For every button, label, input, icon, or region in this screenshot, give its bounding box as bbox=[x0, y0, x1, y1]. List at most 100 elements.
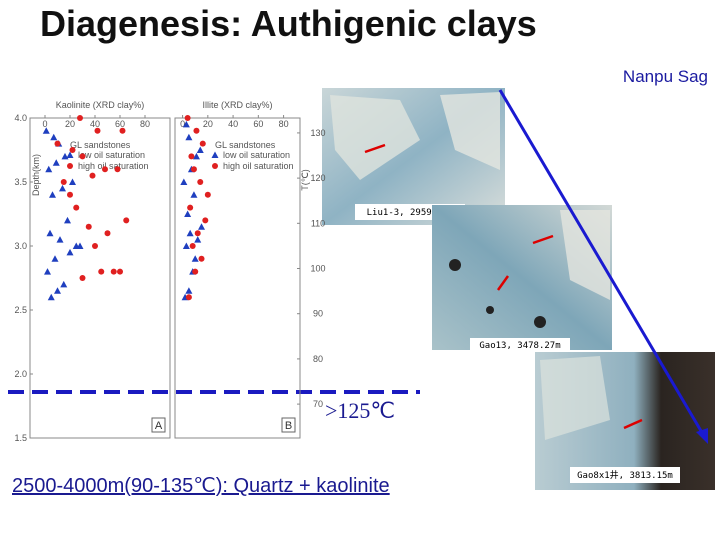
point bbox=[193, 127, 200, 134]
point bbox=[190, 191, 198, 198]
point bbox=[114, 166, 121, 173]
point bbox=[184, 115, 191, 121]
y-tick-label: 2.5 bbox=[14, 305, 27, 315]
y-tick-label: 4.0 bbox=[14, 113, 27, 123]
arrow-head bbox=[696, 428, 708, 444]
grain bbox=[440, 92, 500, 170]
point bbox=[76, 242, 84, 249]
legend-marker bbox=[211, 151, 219, 158]
point bbox=[77, 115, 83, 121]
legend-marker bbox=[67, 163, 73, 169]
point bbox=[47, 293, 55, 301]
legend-marker bbox=[212, 163, 218, 169]
point bbox=[198, 255, 205, 262]
point bbox=[182, 242, 190, 249]
point bbox=[89, 172, 96, 179]
grain bbox=[540, 356, 610, 440]
point bbox=[79, 275, 86, 281]
trend-arrow bbox=[498, 89, 706, 437]
x-tick-label: 20 bbox=[203, 119, 213, 129]
point bbox=[73, 204, 80, 211]
x-tick-label: 20 bbox=[65, 119, 75, 129]
point bbox=[192, 268, 199, 275]
y2-axis-label: T(℃) bbox=[300, 169, 310, 191]
red-arrow bbox=[623, 418, 643, 430]
y2-tick-label: 80 bbox=[313, 354, 323, 364]
point bbox=[194, 230, 201, 237]
point bbox=[85, 223, 92, 230]
panel-letter: B bbox=[285, 420, 292, 432]
legend-label: high oil saturation bbox=[223, 161, 294, 171]
point bbox=[191, 255, 199, 262]
panel-letter-box bbox=[281, 417, 296, 433]
point bbox=[92, 243, 98, 249]
panel-title: Kaolinite (XRD clay%) bbox=[56, 100, 145, 110]
x-tick-label: 80 bbox=[140, 119, 150, 129]
point bbox=[59, 184, 66, 192]
point bbox=[182, 120, 190, 128]
photo-label-bg bbox=[470, 338, 570, 352]
point bbox=[61, 152, 69, 160]
threshold-label: >125℃ bbox=[325, 398, 395, 423]
x-tick-label: 40 bbox=[228, 119, 238, 129]
x-tick-label: 40 bbox=[90, 119, 100, 129]
point bbox=[119, 127, 126, 134]
point bbox=[198, 223, 206, 230]
y-axis-label: Depth(km) bbox=[31, 154, 41, 196]
x-tick-label: 0 bbox=[180, 119, 185, 129]
legend-title: GL sandstones bbox=[70, 140, 131, 150]
point bbox=[42, 127, 50, 134]
red-arrow bbox=[532, 234, 554, 245]
caption: 2500-4000m(90-135℃): Quartz + kaolinite bbox=[12, 475, 390, 497]
point bbox=[54, 287, 61, 294]
panel-title: Illite (XRD clay%) bbox=[202, 100, 272, 110]
y-tick-label: 3.0 bbox=[14, 241, 27, 251]
point bbox=[202, 217, 209, 224]
point bbox=[45, 165, 53, 173]
point bbox=[51, 255, 59, 262]
point bbox=[50, 133, 58, 141]
point bbox=[52, 159, 60, 166]
point bbox=[190, 166, 197, 173]
x-tick-label: 60 bbox=[253, 119, 263, 129]
y2-tick-label: 130 bbox=[310, 128, 325, 138]
point bbox=[69, 147, 76, 153]
photo-label: Liu1-3, 2959.20m bbox=[367, 208, 454, 218]
point bbox=[60, 280, 68, 288]
point bbox=[104, 230, 111, 237]
point bbox=[123, 217, 130, 224]
location: Nanpu Sag bbox=[623, 67, 708, 86]
plot-frame bbox=[174, 117, 301, 439]
point bbox=[66, 248, 74, 256]
y-tick-label: 3.5 bbox=[14, 177, 27, 187]
point bbox=[117, 268, 123, 275]
point bbox=[185, 287, 193, 294]
y2-tick-label: 70 bbox=[313, 399, 323, 409]
photo-label: Gao13, 3478.27m bbox=[479, 341, 560, 351]
photo-label: Gao8x1井, 3813.15m bbox=[577, 469, 673, 481]
point bbox=[110, 268, 117, 275]
point bbox=[192, 152, 200, 160]
point bbox=[46, 229, 54, 237]
point bbox=[64, 216, 71, 224]
point bbox=[184, 210, 192, 217]
point bbox=[194, 236, 202, 243]
point bbox=[187, 204, 194, 211]
point bbox=[67, 191, 73, 198]
point bbox=[44, 268, 51, 275]
y2-tick-label: 100 bbox=[310, 264, 325, 274]
point bbox=[185, 294, 192, 301]
charts: Kaolinite (XRD clay%) 0 20 40 60 80 1.5 2.0 2.5 3… bbox=[14, 100, 325, 443]
grain bbox=[560, 210, 610, 300]
point bbox=[79, 153, 86, 160]
red-arrow bbox=[496, 275, 510, 291]
pore bbox=[534, 316, 546, 328]
x-tick-label: 0 bbox=[42, 119, 47, 129]
y-tick-label: 2.0 bbox=[14, 369, 27, 379]
point bbox=[197, 179, 204, 185]
plot-frame bbox=[29, 117, 171, 439]
x-tick-label: 80 bbox=[279, 119, 289, 129]
y2-tick-label: 110 bbox=[311, 218, 325, 228]
point bbox=[98, 268, 105, 275]
